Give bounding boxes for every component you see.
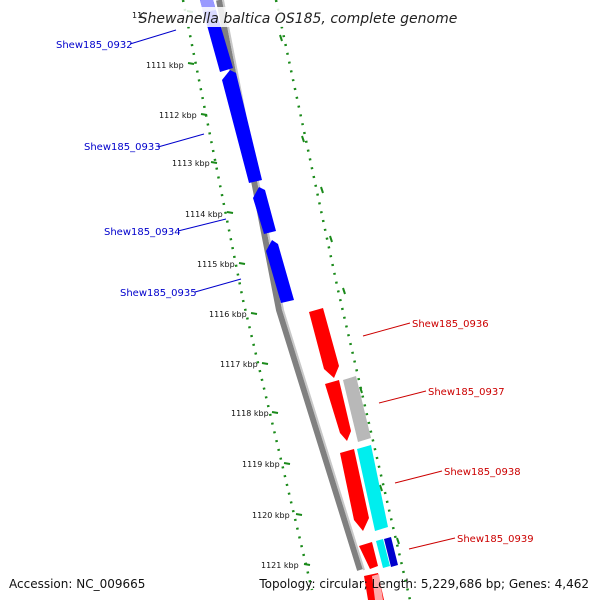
gene-label-shew185-0935[interactable]: Shew185_0935 bbox=[120, 288, 197, 299]
gene-label-shew185-0937[interactable]: Shew185_0937 bbox=[428, 387, 505, 398]
leader-line bbox=[157, 133, 205, 148]
kbp-tick-mark bbox=[210, 161, 218, 164]
gene-shew185-0937-pseudo[interactable] bbox=[343, 376, 371, 442]
tick-mark bbox=[279, 34, 283, 42]
tick-mark bbox=[320, 186, 324, 194]
gene-next-partial-fade bbox=[372, 574, 383, 600]
gene-shew185-0938-cyan[interactable] bbox=[357, 445, 388, 531]
gene-shew185-0936[interactable] bbox=[309, 308, 339, 378]
left-tick-guide bbox=[181, 0, 314, 591]
kbp-label: 1120 kbp bbox=[252, 511, 290, 520]
kbp-label: 1117 kbp bbox=[220, 360, 258, 369]
tick-mark bbox=[342, 287, 346, 295]
gene-label-shew185-0938[interactable]: Shew185_0938 bbox=[444, 467, 521, 478]
kbp-label: 1112 kbp bbox=[159, 111, 197, 120]
kbp-label: 1113 kbp bbox=[172, 159, 210, 168]
kbp-label: 1114 kbp bbox=[185, 210, 223, 219]
kbp-tick-mark bbox=[303, 563, 311, 566]
kbp-tick-mark bbox=[238, 262, 246, 265]
right-tick-marks bbox=[279, 34, 400, 545]
kbp-tick-mark bbox=[187, 62, 195, 65]
tick-mark bbox=[301, 135, 305, 143]
kbp-tick-mark bbox=[250, 312, 258, 315]
right-leader-lines bbox=[362, 322, 456, 550]
kbp-tick-mark bbox=[283, 462, 291, 465]
leader-line bbox=[177, 218, 227, 232]
gene-label-shew185-0933[interactable]: Shew185_0933 bbox=[84, 142, 161, 153]
gene-shew185-0939-cyan[interactable] bbox=[376, 539, 390, 568]
tick-mark bbox=[379, 484, 383, 492]
kbp-label: 111 bbox=[132, 11, 147, 20]
leader-line bbox=[194, 278, 242, 293]
gene-label-shew185-0932[interactable]: Shew185_0932 bbox=[56, 40, 133, 51]
gene-shew185-0938[interactable] bbox=[340, 449, 369, 531]
gene-label-shew185-0936[interactable]: Shew185_0936 bbox=[412, 319, 489, 330]
topology-label: Topology: circular; Length: 5,229,686 bp… bbox=[259, 577, 589, 591]
gene-shew185-0934[interactable] bbox=[253, 187, 276, 234]
leader-line bbox=[378, 390, 427, 404]
tick-mark bbox=[359, 386, 363, 394]
kbp-tick-mark bbox=[271, 411, 279, 414]
title-backdrop bbox=[144, 7, 456, 27]
kbp-label: 1119 kbp bbox=[242, 460, 280, 469]
kbp-label: 1115 kbp bbox=[197, 260, 235, 269]
leader-line bbox=[362, 322, 411, 337]
kbp-tick-mark bbox=[200, 113, 208, 116]
leader-line bbox=[129, 29, 177, 45]
kbp-tick-mark bbox=[261, 362, 269, 365]
kbp-label: 1111 kbp bbox=[146, 61, 184, 70]
gene-shew185-0939-blue[interactable] bbox=[384, 537, 398, 567]
accession-label: Accession: NC_009665 bbox=[9, 577, 146, 591]
gene-shew185-0933[interactable] bbox=[222, 70, 262, 183]
kbp-tick-mark bbox=[226, 211, 234, 214]
genome-backbone-highlight bbox=[222, 0, 365, 571]
gene-label-shew185-0939[interactable]: Shew185_0939 bbox=[457, 534, 534, 545]
leader-line bbox=[408, 537, 456, 550]
gene-label-shew185-0934[interactable]: Shew185_0934 bbox=[104, 227, 181, 238]
gene-shew185-0939[interactable] bbox=[359, 542, 378, 569]
gene-shew185-0937[interactable] bbox=[325, 380, 351, 441]
kbp-label: 1121 kbp bbox=[261, 561, 299, 570]
left-leader-lines bbox=[129, 29, 242, 293]
tick-mark bbox=[329, 235, 333, 243]
kbp-tick-mark bbox=[295, 513, 303, 516]
leader-line bbox=[394, 470, 443, 484]
kbp-label: 1118 kbp bbox=[231, 409, 269, 418]
kbp-tick-marks bbox=[186, 10, 311, 566]
gene-shew185-0935[interactable] bbox=[266, 240, 294, 303]
kbp-label: 1116 kbp bbox=[209, 310, 247, 319]
genome-title: Shewanella baltica OS185, complete genom… bbox=[139, 11, 458, 27]
tick-mark bbox=[396, 537, 400, 545]
